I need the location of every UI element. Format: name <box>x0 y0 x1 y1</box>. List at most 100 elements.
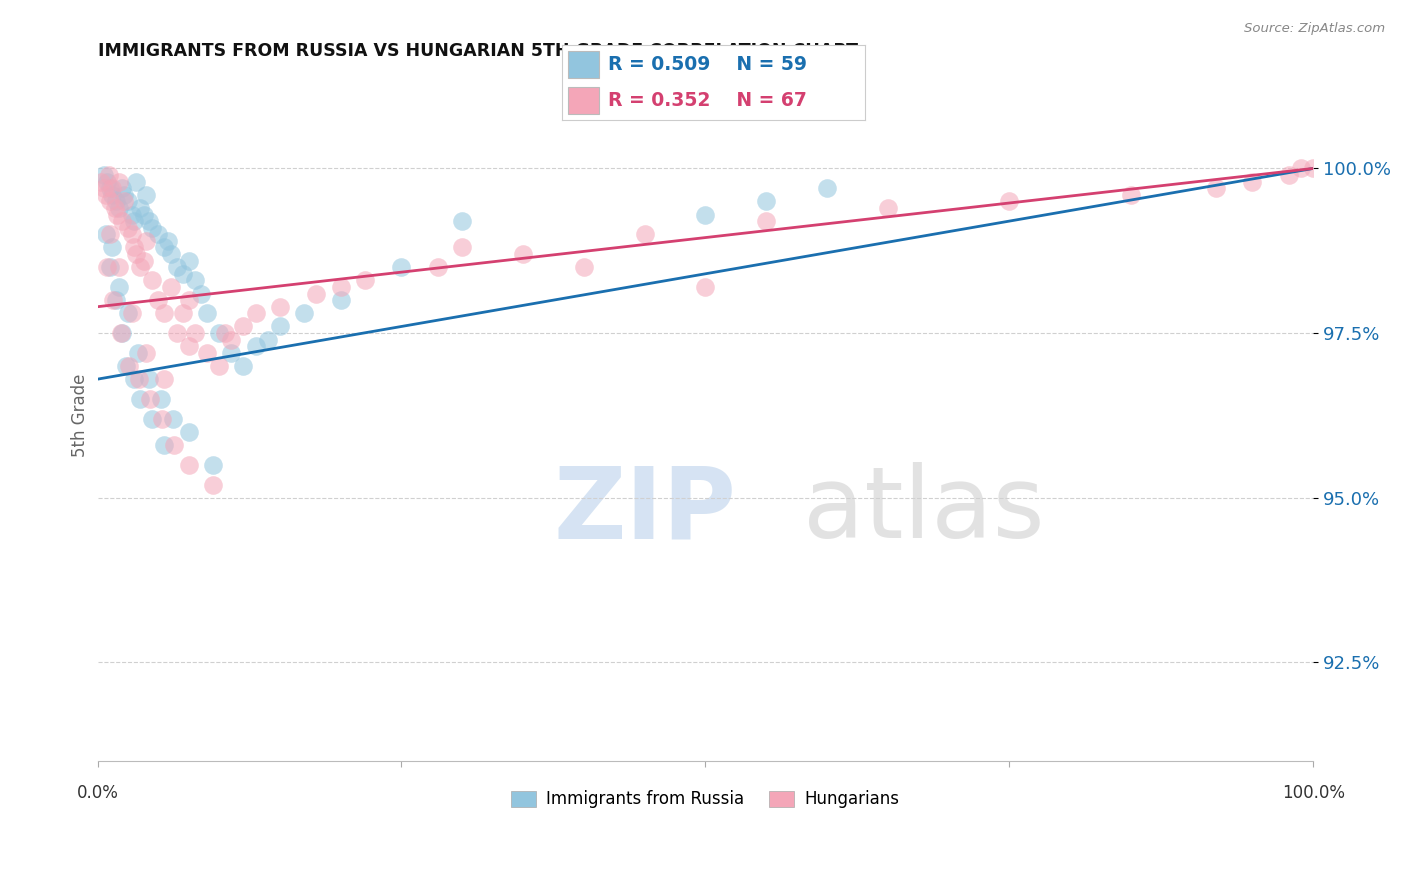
Point <box>112 194 135 209</box>
Point <box>177 339 200 353</box>
Point <box>148 293 170 307</box>
Point <box>127 346 149 360</box>
Bar <box>568 51 599 78</box>
Point <box>98 260 121 275</box>
Point <box>101 240 124 254</box>
Point <box>208 326 231 340</box>
Point <box>221 333 243 347</box>
Text: R = 0.509    N = 59: R = 0.509 N = 59 <box>607 54 807 74</box>
Point <box>292 306 315 320</box>
Point <box>111 214 134 228</box>
Point <box>232 359 254 373</box>
Point <box>96 260 118 275</box>
Point <box>148 227 170 242</box>
Point <box>139 392 162 406</box>
Point <box>163 438 186 452</box>
Point <box>117 194 139 209</box>
Point <box>195 346 218 360</box>
Text: 0.0%: 0.0% <box>77 784 118 802</box>
Point <box>208 359 231 373</box>
Point <box>157 234 180 248</box>
Point <box>132 207 155 221</box>
Point <box>166 260 188 275</box>
Point <box>391 260 413 275</box>
Point <box>153 438 176 452</box>
Point <box>202 458 225 472</box>
Point <box>129 392 152 406</box>
Point <box>135 346 157 360</box>
Point <box>190 286 212 301</box>
Point <box>104 293 127 307</box>
Point <box>232 319 254 334</box>
Point <box>1289 161 1312 176</box>
Point <box>1241 175 1264 189</box>
Text: 100.0%: 100.0% <box>1282 784 1344 802</box>
Point <box>108 201 131 215</box>
Point <box>177 253 200 268</box>
Point <box>111 326 134 340</box>
Point <box>138 372 160 386</box>
Point <box>97 168 120 182</box>
Point <box>153 306 176 320</box>
Text: atlas: atlas <box>803 462 1045 559</box>
Point <box>101 187 124 202</box>
Point <box>755 214 778 228</box>
Point <box>121 227 143 242</box>
Point <box>141 273 163 287</box>
Text: R = 0.352    N = 67: R = 0.352 N = 67 <box>607 91 807 111</box>
Point <box>755 194 778 209</box>
Point <box>1302 161 1324 176</box>
Point <box>512 247 534 261</box>
Point <box>172 267 194 281</box>
Point <box>1278 168 1301 182</box>
Point <box>245 306 267 320</box>
Point <box>177 293 200 307</box>
Point <box>256 333 278 347</box>
Point <box>93 181 115 195</box>
Point <box>184 273 207 287</box>
Point <box>214 326 236 340</box>
Point <box>177 458 200 472</box>
Point <box>1119 187 1142 202</box>
Y-axis label: 5th Grade: 5th Grade <box>72 374 89 457</box>
Point <box>111 181 134 195</box>
Point <box>104 194 127 209</box>
Point <box>122 372 145 386</box>
Point <box>98 194 121 209</box>
Point <box>129 201 152 215</box>
Text: ZIP: ZIP <box>553 462 737 559</box>
Point <box>114 359 136 373</box>
Point <box>98 227 121 242</box>
Point <box>135 187 157 202</box>
Point <box>815 181 838 195</box>
Point <box>269 319 291 334</box>
Point <box>354 273 377 287</box>
Point <box>1205 181 1227 195</box>
Point <box>96 175 118 189</box>
Point <box>94 187 117 202</box>
Point <box>110 326 132 340</box>
Point <box>112 187 135 202</box>
Point <box>329 280 352 294</box>
Point <box>329 293 352 307</box>
Point <box>122 240 145 254</box>
Point <box>93 168 115 182</box>
Point <box>98 181 121 195</box>
Point <box>90 175 112 189</box>
Point <box>159 280 181 294</box>
Point <box>245 339 267 353</box>
Bar <box>568 87 599 114</box>
Point <box>132 253 155 268</box>
Point <box>108 260 131 275</box>
Point <box>876 201 898 215</box>
Point <box>117 220 139 235</box>
Text: IMMIGRANTS FROM RUSSIA VS HUNGARIAN 5TH GRADE CORRELATION CHART: IMMIGRANTS FROM RUSSIA VS HUNGARIAN 5TH … <box>97 42 858 60</box>
Point <box>117 306 139 320</box>
Point <box>153 372 176 386</box>
Point <box>305 286 328 301</box>
Point <box>195 306 218 320</box>
Point <box>695 207 717 221</box>
Point <box>572 260 595 275</box>
Point <box>451 240 474 254</box>
Point <box>166 326 188 340</box>
